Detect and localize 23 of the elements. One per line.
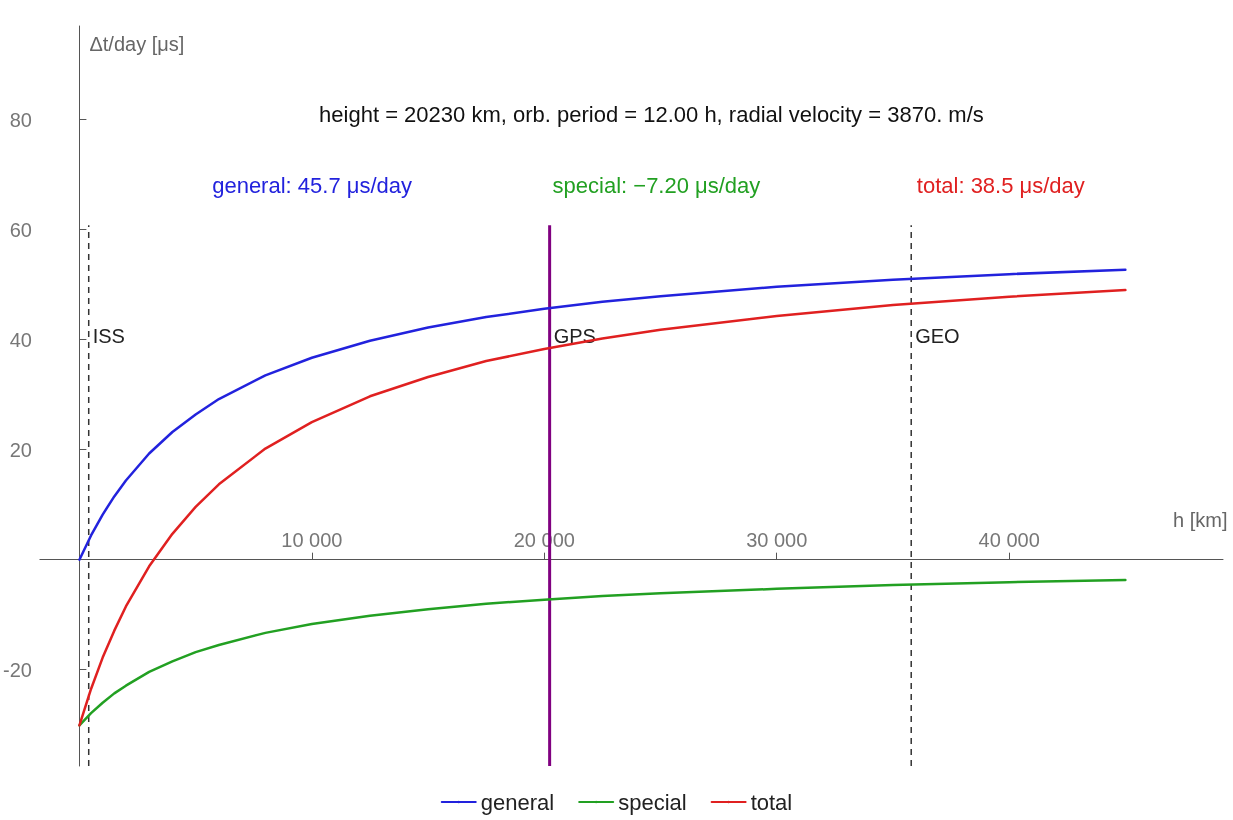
line-series bbox=[78, 268, 1127, 561]
y-tick-label: -20 bbox=[3, 658, 32, 681]
y-tick-label: 40 bbox=[9, 328, 32, 351]
x-tick-label: 30 000 bbox=[746, 528, 808, 551]
line-series bbox=[78, 288, 1127, 727]
annotation: total: 38.5 μs/day bbox=[916, 172, 1085, 198]
x-axis-title: h [km] bbox=[1173, 508, 1228, 531]
line-series bbox=[78, 578, 1127, 727]
y-tick-label: 20 bbox=[9, 438, 32, 461]
x-tick-label: 40 000 bbox=[978, 528, 1040, 551]
y-axis-title: Δt/day [μs] bbox=[89, 33, 185, 55]
ref-line-label: GEO bbox=[915, 325, 960, 348]
y-tick-label: 80 bbox=[9, 108, 32, 131]
legend-label: general bbox=[480, 789, 555, 815]
ref-line-label: ISS bbox=[92, 325, 125, 348]
x-tick-label: 10 000 bbox=[281, 528, 343, 551]
y-tick-label: 60 bbox=[9, 218, 32, 241]
legend-label: special bbox=[618, 789, 687, 815]
legend-label: total bbox=[750, 789, 793, 815]
ref-line-label: GPS bbox=[553, 325, 596, 348]
annotation: general: 45.7 μs/day bbox=[212, 172, 412, 198]
annotation: special: −7.20 μs/day bbox=[552, 172, 761, 198]
text: height = 20230 km, orb. period = 12.00 h, radial velocity = 3870. m/s bbox=[319, 102, 984, 128]
